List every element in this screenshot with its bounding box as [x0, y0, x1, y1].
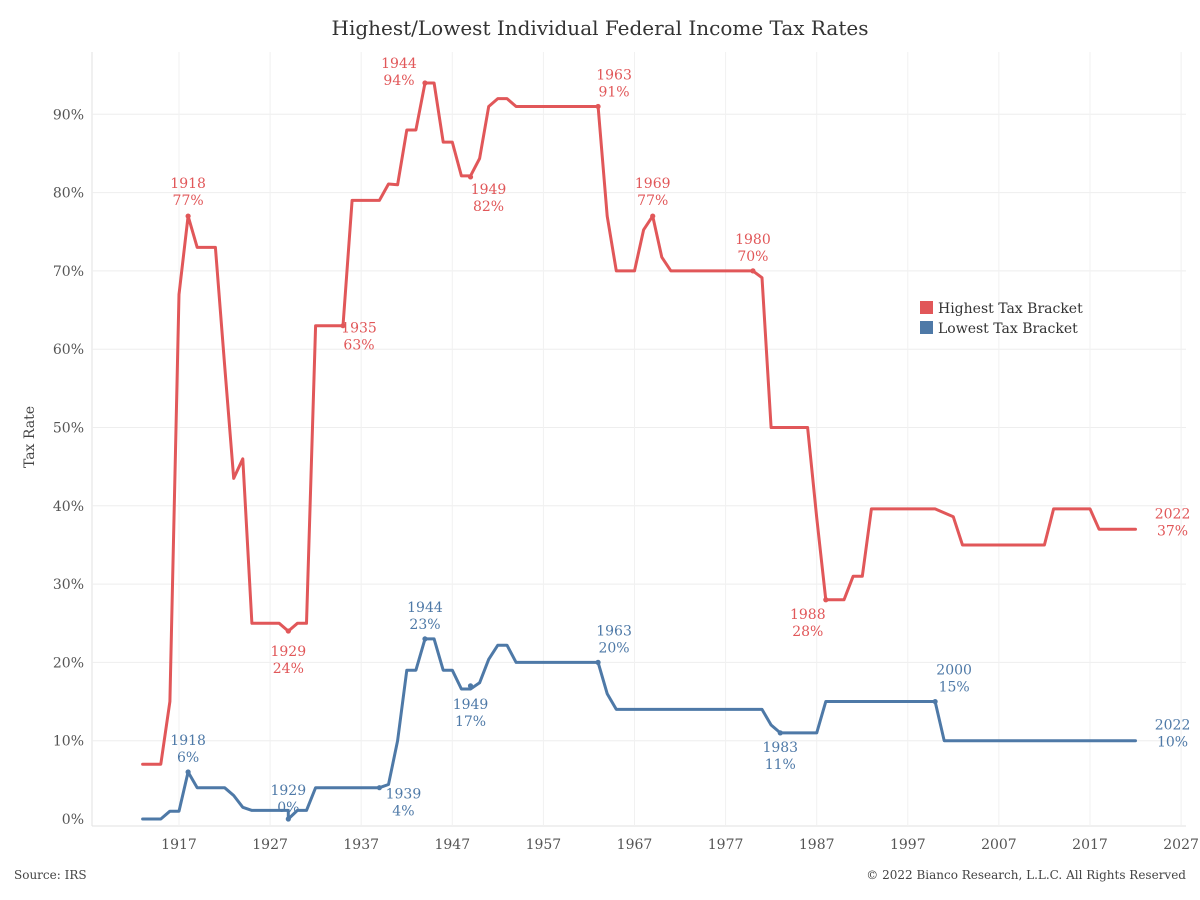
x-tick-label: 1967	[617, 837, 653, 853]
x-tick-label: 1947	[434, 837, 470, 853]
annotation-value: 20%	[598, 640, 629, 656]
annotation-marker	[777, 730, 783, 736]
x-tick-label: 2007	[981, 837, 1017, 853]
annotation-value: 94%	[383, 73, 414, 89]
annotation-year: 1949	[453, 697, 489, 713]
y-tick-label: 20%	[53, 655, 84, 671]
x-tick-label: 1977	[708, 837, 744, 853]
annotation-value: 24%	[273, 661, 304, 677]
y-tick-label: 30%	[53, 577, 84, 593]
legend-swatch-highest	[920, 301, 933, 314]
annotation-marker	[285, 816, 291, 822]
annotation-marker	[467, 174, 474, 180]
annotation-value: 91%	[598, 84, 629, 100]
x-tick-label: 1917	[161, 837, 197, 853]
annotation-marker	[750, 268, 756, 274]
annotation-marker	[823, 597, 829, 603]
x-tick-label: 1997	[890, 837, 926, 853]
annotation-marker	[422, 636, 428, 642]
annotation-year: 1963	[596, 67, 632, 83]
annotation-year: 1949	[471, 182, 507, 198]
x-tick-label: 2027	[1163, 837, 1199, 853]
annotation-value: 63%	[343, 338, 374, 354]
y-tick-label: 90%	[53, 107, 84, 123]
source-note: Source: IRS	[14, 868, 87, 882]
annotation-year: 1939	[386, 787, 422, 803]
annotation-value: 77%	[637, 193, 668, 209]
annotation-value: 17%	[455, 714, 486, 730]
annotation-year: 1944	[381, 56, 417, 72]
annotation-year: 1918	[170, 733, 206, 749]
annotation-year: 1935	[341, 321, 377, 337]
x-tick-label: 1937	[343, 837, 379, 853]
annotation-marker	[185, 213, 191, 219]
legend: Highest Tax Bracket Lowest Tax Bracket	[920, 301, 1083, 337]
annotation-value: 70%	[737, 249, 768, 265]
annotation-value: 4%	[392, 804, 414, 820]
annotation-value: 6%	[177, 750, 199, 766]
annotation-marker	[376, 785, 383, 791]
y-tick-label: 50%	[53, 421, 84, 437]
grid-lines	[91, 52, 1186, 827]
annotation-year: 2000	[936, 663, 972, 679]
annotation-value: 11%	[765, 757, 796, 773]
y-tick-label: 70%	[53, 264, 84, 280]
y-tick-label: 10%	[53, 734, 84, 750]
y-tick-label: 0%	[62, 812, 84, 828]
annotation-year: 2022	[1155, 718, 1191, 734]
annotation-value: 15%	[939, 680, 970, 696]
annotation-value: 28%	[792, 624, 823, 640]
annotation-year: 1988	[790, 607, 826, 623]
annotation-value: 0%	[277, 800, 299, 816]
annotation-value: 77%	[173, 193, 204, 209]
annotation-marker	[595, 659, 601, 666]
annotation-marker	[467, 683, 474, 689]
legend-label-lowest: Lowest Tax Bracket	[938, 321, 1078, 337]
legend-label-highest: Highest Tax Bracket	[938, 301, 1083, 317]
annotation-year: 1918	[170, 176, 206, 192]
annotation-marker	[185, 769, 191, 775]
annotations: 191877%192924%193563%194494%194982%19639…	[170, 56, 1190, 822]
annotation-year: 1929	[270, 783, 306, 799]
y-tick-label: 80%	[53, 186, 84, 202]
annotation-year: 1969	[635, 176, 671, 192]
x-tick-label: 2017	[1072, 837, 1108, 853]
annotation-marker	[932, 698, 938, 705]
annotation-year: 2022	[1155, 506, 1191, 522]
annotation-year: 1944	[407, 600, 443, 616]
y-axis-ticks: 0% 10% 20% 30% 40% 50% 60% 70% 80% 90%	[53, 107, 84, 828]
y-tick-label: 60%	[53, 342, 84, 358]
annotation-marker	[422, 80, 428, 86]
annotation-value: 10%	[1157, 735, 1188, 751]
annotation-value: 37%	[1157, 523, 1188, 539]
y-axis-label: Tax Rate	[22, 406, 38, 468]
annotation-marker	[285, 628, 291, 634]
x-tick-label: 1927	[252, 837, 288, 853]
annotation-marker	[595, 103, 601, 110]
x-tick-label: 1957	[526, 837, 562, 853]
series-line-lowest	[141, 637, 1137, 821]
x-tick-label: 1987	[799, 837, 835, 853]
annotation-year: 1983	[762, 740, 798, 756]
x-axis-ticks: 1917 1927 1937 1947 1957 1967 1977 1987 1997 2007…	[161, 837, 1199, 853]
annotation-marker	[650, 213, 656, 219]
annotation-marker	[340, 323, 346, 329]
annotation-value: 23%	[409, 617, 440, 633]
chart-title: Highest/Lowest Individual Federal Income…	[331, 16, 869, 40]
series-lines	[141, 81, 1137, 821]
y-tick-label: 40%	[53, 499, 84, 515]
annotation-year: 1963	[596, 623, 632, 639]
annotation-year: 1929	[270, 644, 306, 660]
series-line-highest	[141, 81, 1137, 766]
annotation-value: 82%	[473, 199, 504, 215]
annotation-year: 1980	[735, 232, 771, 248]
legend-swatch-lowest	[920, 321, 933, 334]
copyright-note: © 2022 Bianco Research, L.L.C. All Right…	[866, 868, 1186, 882]
